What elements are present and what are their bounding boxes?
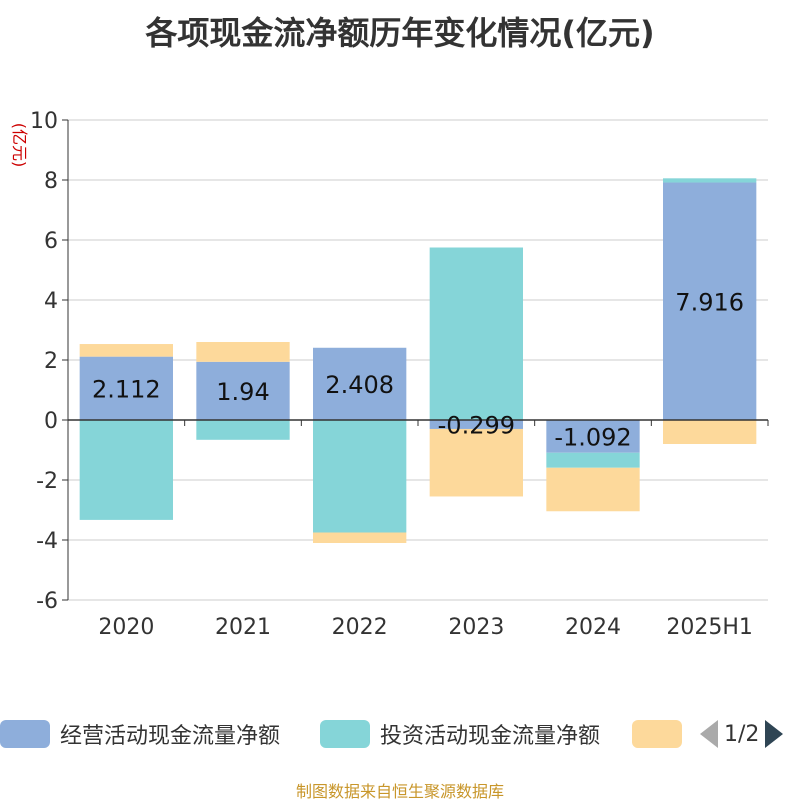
bar-series-2 [546,467,640,512]
y-tick-label: 8 [44,169,58,194]
legend-swatch-operating [0,720,50,748]
chart-title: 各项现金流净额历年变化情况(亿元) [145,14,655,52]
legend-pager: 1/2 [700,716,784,752]
y-tick-label: 6 [44,229,58,254]
data-labels-layer: 2.112 1.94 2.408 -0.299 -1.092 7.916 [92,288,744,451]
y-tick-label: 10 [30,109,58,134]
bar-series-1 [429,247,523,420]
bar-series-1 [196,420,290,440]
page-prev-icon[interactable] [700,720,718,748]
data-label: 2.408 [325,371,394,399]
y-axis-label: (亿元) [10,123,29,168]
bar-series-0 [663,182,757,420]
axis-layer: 10 8 6 4 2 0 -2 -4 -6 2020 2021 2022 2023 2024 2025H1 [30,109,769,640]
y-tick-label: 0 [44,409,58,434]
data-label: 1.94 [216,378,269,406]
bar-series-1 [79,420,173,520]
bar-series-0 [196,361,290,420]
data-label: -1.092 [554,423,631,451]
pager-text: 1/2 [724,721,760,747]
bar-series-1 [663,178,757,183]
page-next-icon[interactable] [765,720,784,748]
y-tick-label: -4 [36,529,58,554]
y-tick-label: 2 [44,349,58,374]
data-label: 7.916 [675,288,744,316]
bar-series-0 [429,420,523,429]
bar-series-2 [663,420,757,444]
bar-series-0 [79,356,173,420]
bar-series-2 [429,428,523,497]
bars-layer [79,178,757,543]
bar-series-0 [313,347,407,420]
bar-series-2 [196,342,290,362]
x-tick-label: 2023 [448,615,504,640]
source-note: 制图数据来自恒生聚源数据库 [295,782,504,801]
bar-series-1 [546,452,640,468]
y-tick-label: 4 [44,289,58,314]
bar-series-2 [313,532,407,543]
x-tick-label: 2020 [98,615,154,640]
x-tick-label: 2025H1 [666,615,753,640]
x-tick-label: 2021 [215,615,271,640]
legend-label-operating: 经营活动现金流量净额 [60,724,281,749]
bar-series-1 [313,420,407,533]
y-tick-label: -6 [36,589,58,614]
legend-label-investing: 投资活动现金流量净额 [380,724,601,749]
bar-chart: (亿元) 10 8 6 4 2 0 -2 -4 -6 2020 2021 2022 2023 2024 20… [10,109,769,640]
data-label: 2.112 [92,375,161,403]
legend-item-investing[interactable]: 投资活动现金流量净额 [320,716,600,752]
legend-swatch-financing [632,720,682,748]
bar-series-2 [79,344,173,357]
legend-item-financing[interactable] [632,716,682,752]
x-tick-label: 2024 [565,615,621,640]
legend-item-operating[interactable]: 经营活动现金流量净额 [0,716,280,752]
x-tick-label: 2022 [332,615,388,640]
data-label: -0.299 [438,411,515,439]
y-tick-label: -2 [36,469,58,494]
bar-series-0 [546,420,640,453]
legend-swatch-investing [320,720,370,748]
